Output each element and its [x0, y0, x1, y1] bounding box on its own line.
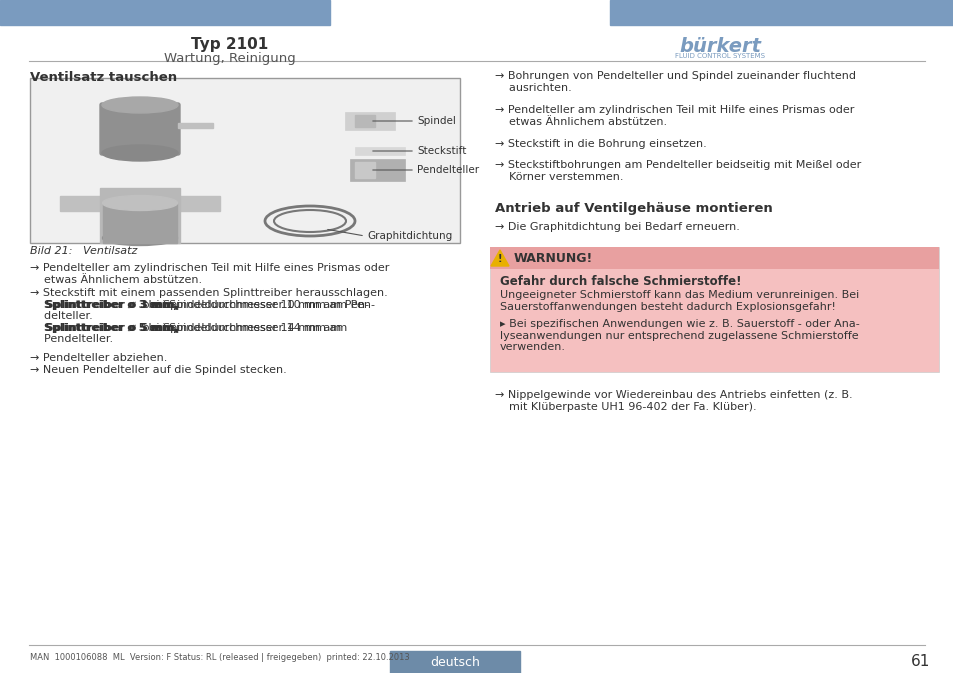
Text: bei Spindeldurchmesser 10 mm am Pen-: bei Spindeldurchmesser 10 mm am Pen- — [145, 300, 375, 310]
Text: → Steckstiftbohrungen am Pendelteller beidseitig mit Meißel oder
    Körner vers: → Steckstiftbohrungen am Pendelteller be… — [495, 160, 861, 182]
Text: Typ 2101: Typ 2101 — [192, 37, 269, 52]
Text: 61: 61 — [910, 653, 929, 668]
Bar — [100, 188, 180, 243]
Text: bei Spindeldurchmesser 14 mm am: bei Spindeldurchmesser 14 mm am — [145, 323, 347, 333]
Text: Bild 21:   Ventilsatz: Bild 21: Ventilsatz — [30, 246, 137, 256]
Text: → Bohrungen von Pendelteller und Spindel zueinander fluchtend
    ausrichten.: → Bohrungen von Pendelteller und Spindel… — [495, 71, 855, 93]
Text: bei Spindeldurchmesser 14 mm am: bei Spindeldurchmesser 14 mm am — [139, 323, 341, 333]
Text: Spindel: Spindel — [416, 116, 456, 126]
Bar — [355, 162, 375, 178]
Bar — [103, 203, 177, 243]
Bar — [178, 123, 213, 128]
Text: Graphitdichtung: Graphitdichtung — [367, 231, 452, 241]
Text: WARNUNG!: WARNUNG! — [514, 252, 593, 264]
Ellipse shape — [102, 230, 177, 246]
Text: FLUID CONTROL SYSTEMS: FLUID CONTROL SYSTEMS — [675, 53, 764, 59]
Ellipse shape — [102, 195, 177, 211]
Bar — [30, 78, 459, 243]
Text: Antrieb auf Ventilgehäuse montieren: Antrieb auf Ventilgehäuse montieren — [495, 202, 772, 215]
Text: → Pendelteller abziehen.: → Pendelteller abziehen. — [30, 353, 167, 363]
Text: Splinttreiber ø 3 mm,: Splinttreiber ø 3 mm, — [30, 300, 179, 310]
Text: Steckstift: Steckstift — [416, 146, 466, 156]
Text: !: ! — [497, 254, 501, 264]
Text: → Pendelteller am zylindrischen Teil mit Hilfe eines Prismas oder
    etwas Ähnl: → Pendelteller am zylindrischen Teil mit… — [30, 263, 389, 285]
FancyBboxPatch shape — [100, 103, 180, 155]
Text: Gefahr durch falsche Schmierstoffe!: Gefahr durch falsche Schmierstoffe! — [499, 275, 740, 288]
Text: MAN  1000106088  ML  Version: F Status: RL (released | freigegeben)  printed: 22: MAN 1000106088 ML Version: F Status: RL … — [30, 653, 410, 662]
Bar — [350, 159, 405, 181]
Bar — [345, 112, 395, 130]
Text: Wartung, Reinigung: Wartung, Reinigung — [164, 52, 295, 65]
Bar — [490, 247, 938, 269]
Text: delteller.: delteller. — [30, 311, 92, 321]
Text: → Pendelteller am zylindrischen Teil mit Hilfe eines Prismas oder
    etwas Ähnl: → Pendelteller am zylindrischen Teil mit… — [495, 105, 854, 127]
Text: ▸ Bei spezifischen Anwendungen wie z. B. Sauerstoff - oder Ana-
lyseanwendungen : ▸ Bei spezifischen Anwendungen wie z. B.… — [499, 319, 859, 352]
Bar — [355, 147, 405, 155]
Text: → Die Graphitdichtung bei Bedarf erneuern.: → Die Graphitdichtung bei Bedarf erneuer… — [495, 222, 740, 232]
Text: → Neuen Pendelteller auf die Spindel stecken.: → Neuen Pendelteller auf die Spindel ste… — [30, 365, 287, 375]
Text: Ungeeigneter Schmierstoff kann das Medium verunreinigen. Bei
Sauerstoffanwendung: Ungeeigneter Schmierstoff kann das Mediu… — [499, 290, 859, 312]
Text: Pendelteller: Pendelteller — [416, 165, 478, 175]
Text: Splinttreiber ø 5 mm,: Splinttreiber ø 5 mm, — [44, 323, 177, 333]
Text: → Nippelgewinde vor Wiedereinbau des Antriebs einfetten (z. B.
    mit Klüberpas: → Nippelgewinde vor Wiedereinbau des Ant… — [495, 390, 852, 412]
Bar — [390, 651, 519, 673]
Text: bei Spindeldurchmesser 10 mm am Pen-: bei Spindeldurchmesser 10 mm am Pen- — [139, 300, 369, 310]
Text: Splinttreiber ø 3 mm,: Splinttreiber ø 3 mm, — [44, 300, 177, 310]
Bar — [180, 196, 220, 211]
Text: deutsch: deutsch — [430, 656, 479, 668]
Text: Splinttreiber ø 5 mm,: Splinttreiber ø 5 mm, — [30, 323, 179, 333]
Ellipse shape — [102, 97, 178, 113]
Text: Pendelteller.: Pendelteller. — [30, 334, 113, 344]
Polygon shape — [491, 250, 509, 266]
Text: → Steckstift mit einem passenden Splinttreiber herausschlagen.: → Steckstift mit einem passenden Splintt… — [30, 288, 387, 298]
Ellipse shape — [102, 145, 178, 161]
Bar — [490, 247, 938, 372]
Bar — [60, 196, 100, 211]
Bar — [355, 115, 375, 127]
Text: Ventilsatz tauschen: Ventilsatz tauschen — [30, 71, 177, 84]
Ellipse shape — [100, 193, 180, 213]
Bar — [0, 0, 330, 25]
Text: bürkert: bürkert — [679, 37, 760, 56]
Text: → Steckstift in die Bohrung einsetzen.: → Steckstift in die Bohrung einsetzen. — [495, 139, 706, 149]
Bar — [609, 0, 953, 25]
